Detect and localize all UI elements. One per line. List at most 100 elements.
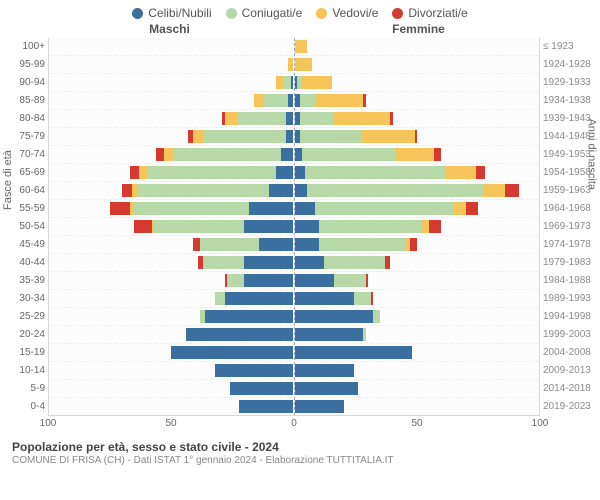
bar-segment-ved — [276, 76, 283, 89]
bar-stack — [295, 364, 354, 377]
bar-segment-cel — [244, 274, 293, 287]
bar-segment-cel — [295, 310, 373, 323]
bar-stack — [239, 400, 293, 413]
bar-segment-cel — [205, 310, 293, 323]
bar-stack — [295, 166, 485, 179]
male-half — [49, 364, 293, 377]
bar-segment-con — [305, 166, 447, 179]
pyramid-row: 55-591964-1968 — [49, 200, 539, 218]
bar-segment-cel — [295, 328, 363, 341]
female-half — [295, 40, 539, 53]
legend-label: Divorziati/e — [408, 6, 467, 20]
bar-segment-ved — [483, 184, 505, 197]
birth-year-label: 1949-1953 — [543, 149, 599, 160]
bar-stack — [295, 94, 366, 107]
male-half — [49, 274, 293, 287]
female-half — [295, 76, 539, 89]
bar-segment-con — [354, 292, 371, 305]
bar-segment-ved — [334, 112, 390, 125]
bar-segment-con — [363, 328, 365, 341]
birth-year-label: 1954-1958 — [543, 167, 599, 178]
bar-segment-ved — [295, 40, 307, 53]
bar-stack — [295, 58, 312, 71]
bar-stack — [295, 40, 307, 53]
bar-segment-con — [373, 310, 380, 323]
female-half — [295, 220, 539, 233]
birth-year-label: 2009-2013 — [543, 365, 599, 376]
bar-segment-con — [300, 94, 315, 107]
bar-segment-con — [283, 76, 290, 89]
male-half — [49, 58, 293, 71]
age-label: 90-94 — [3, 77, 45, 88]
pyramid-row: 35-391984-1988 — [49, 272, 539, 290]
bar-segment-con — [215, 292, 225, 305]
bar-stack — [171, 346, 293, 359]
bar-segment-con — [154, 220, 244, 233]
age-label: 0-4 — [3, 401, 45, 412]
legend-item: Coniugati/e — [226, 6, 303, 20]
x-tick: 0 — [291, 418, 297, 429]
bar-segment-cel — [239, 400, 293, 413]
bar-segment-cel — [295, 364, 354, 377]
birth-year-label: 1999-2003 — [543, 329, 599, 340]
bar-segment-ved — [422, 220, 429, 233]
bar-segment-cel — [295, 166, 305, 179]
age-label: 30-34 — [3, 293, 45, 304]
female-half — [295, 202, 539, 215]
bar-segment-cel — [295, 256, 324, 269]
header-male: Maschi — [48, 22, 291, 36]
x-axis: 10050050100 — [48, 416, 540, 434]
bar-stack — [295, 328, 366, 341]
male-half — [49, 76, 293, 89]
age-label: 35-39 — [3, 275, 45, 286]
bar-segment-cel — [295, 400, 344, 413]
male-half — [49, 220, 293, 233]
pyramid-row: 10-142009-2013 — [49, 362, 539, 380]
bar-segment-div — [122, 184, 132, 197]
pyramid-row: 50-541969-1973 — [49, 218, 539, 236]
bar-segment-con — [319, 238, 404, 251]
bar-segment-cel — [276, 166, 293, 179]
bar-segment-ved — [193, 130, 203, 143]
age-label: 70-74 — [3, 149, 45, 160]
bar-segment-div — [415, 130, 417, 143]
age-label: 80-84 — [3, 113, 45, 124]
legend-swatch — [316, 8, 327, 19]
bar-segment-ved — [302, 76, 331, 89]
birth-year-label: 1944-1948 — [543, 131, 599, 142]
bar-segment-ved — [288, 58, 293, 71]
bar-segment-cel — [186, 328, 293, 341]
bar-stack — [122, 184, 293, 197]
bar-segment-cel — [295, 148, 302, 161]
birth-year-label: 1934-1938 — [543, 95, 599, 106]
bar-stack — [295, 310, 380, 323]
pyramid-row: 100+≤ 1923 — [49, 38, 539, 56]
bar-segment-div — [110, 202, 130, 215]
bar-stack — [295, 148, 441, 161]
bar-stack — [254, 94, 293, 107]
bar-segment-cel — [295, 274, 334, 287]
bar-stack — [295, 382, 358, 395]
bar-segment-div — [434, 148, 441, 161]
age-label: 15-19 — [3, 347, 45, 358]
bar-segment-cel — [281, 148, 293, 161]
bar-segment-cel — [225, 292, 293, 305]
age-label: 45-49 — [3, 239, 45, 250]
age-label: 65-69 — [3, 167, 45, 178]
bar-segment-cel — [171, 346, 293, 359]
female-half — [295, 166, 539, 179]
bar-segment-con — [227, 274, 244, 287]
bar-segment-cel — [286, 130, 293, 143]
bar-stack — [188, 130, 293, 143]
birth-year-label: 1924-1928 — [543, 59, 599, 70]
legend-swatch — [132, 8, 143, 19]
age-label: 40-44 — [3, 257, 45, 268]
bar-segment-con — [134, 202, 249, 215]
birth-year-label: 1959-1963 — [543, 185, 599, 196]
bar-segment-div — [476, 166, 486, 179]
pyramid-row: 40-441979-1983 — [49, 254, 539, 272]
bar-stack — [222, 112, 293, 125]
male-half — [49, 130, 293, 143]
birth-year-label: 1979-1983 — [543, 257, 599, 268]
birth-year-label: 1969-1973 — [543, 221, 599, 232]
